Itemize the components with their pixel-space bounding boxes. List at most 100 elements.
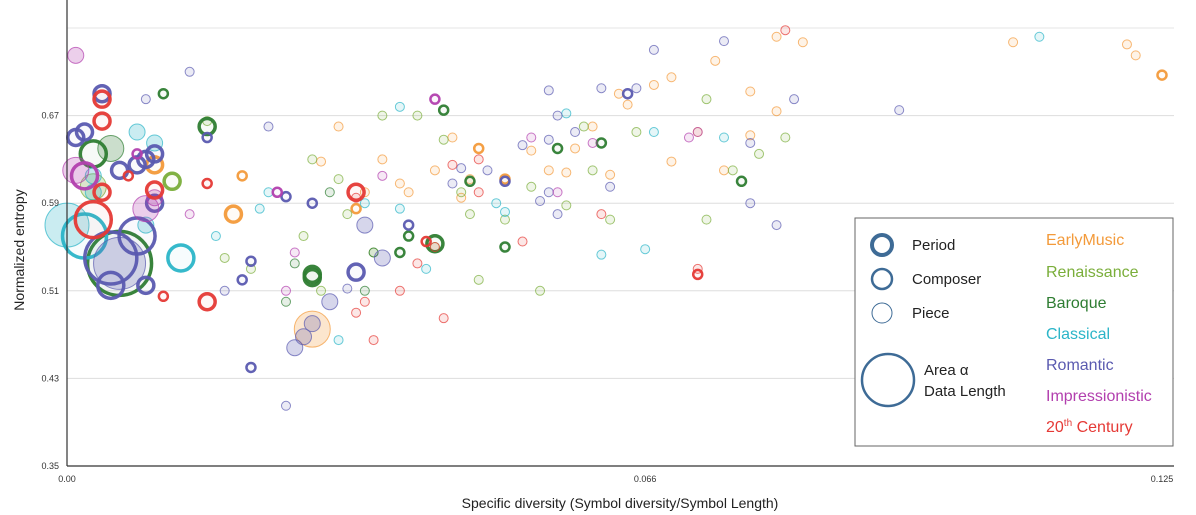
point-renaissance-7 bbox=[412, 110, 423, 121]
point-baroque-0 bbox=[157, 87, 170, 100]
point-baroque-13 bbox=[499, 241, 511, 253]
point-renaissance-14 bbox=[333, 174, 344, 185]
point-classical-23 bbox=[210, 231, 221, 242]
point-earlymusic-20 bbox=[429, 165, 440, 176]
point-20th-century-20 bbox=[517, 236, 528, 247]
point-romantic-6 bbox=[552, 110, 563, 121]
point-earlymusic-25 bbox=[316, 156, 327, 167]
point-renaissance-25 bbox=[162, 171, 182, 192]
point-romantic-18 bbox=[771, 220, 782, 231]
point-earlymusic-5 bbox=[771, 31, 782, 42]
point-romantic-19 bbox=[605, 181, 616, 192]
point-impressionistic-12 bbox=[526, 132, 537, 143]
point-earlymusic-6 bbox=[710, 55, 721, 66]
legend-composer-marker bbox=[870, 267, 894, 291]
y-tick-label: 0.43 bbox=[41, 373, 59, 383]
point-20th-century-16 bbox=[420, 235, 432, 248]
x-tick-label: 0.066 bbox=[634, 474, 657, 484]
point-impressionistic-7 bbox=[271, 186, 283, 198]
point-20th-century-1 bbox=[92, 111, 112, 131]
point-impressionistic-6 bbox=[131, 148, 143, 160]
point-earlymusic-26 bbox=[350, 202, 362, 215]
point-romantic-51 bbox=[117, 216, 157, 256]
point-renaissance-15 bbox=[307, 154, 318, 165]
point-earlymusic-36 bbox=[236, 170, 248, 182]
point-romantic-15 bbox=[745, 137, 756, 148]
point-earlymusic-33 bbox=[587, 121, 598, 132]
y-tick-label: 0.51 bbox=[41, 286, 59, 296]
point-earlymusic-9 bbox=[745, 86, 756, 97]
point-baroque-3 bbox=[97, 134, 125, 162]
point-baroque-15 bbox=[402, 230, 415, 242]
point-earlymusic-3 bbox=[1156, 69, 1168, 81]
point-romantic-8 bbox=[543, 134, 554, 145]
legend-period-marker bbox=[870, 233, 894, 257]
point-classical-12 bbox=[333, 335, 344, 346]
point-20th-century-26 bbox=[447, 159, 458, 170]
point-romantic-17 bbox=[745, 198, 756, 209]
point-20th-century-6 bbox=[157, 290, 170, 303]
point-renaissance-28 bbox=[377, 110, 388, 121]
point-classical-13 bbox=[359, 198, 370, 209]
point-impressionistic-10 bbox=[377, 170, 388, 181]
point-romantic-11 bbox=[499, 175, 511, 188]
point-renaissance-13 bbox=[342, 209, 353, 220]
point-romantic-31 bbox=[281, 400, 291, 411]
point-20th-century-8 bbox=[197, 292, 217, 312]
legend-cat-romantic: Romantic bbox=[1046, 357, 1114, 374]
legend-period-label: Period bbox=[912, 237, 955, 254]
point-baroque-12 bbox=[595, 137, 608, 149]
point-earlymusic-37 bbox=[223, 204, 244, 224]
point-renaissance-19 bbox=[535, 285, 546, 296]
legend-cat-impressionistic: Impressionistic bbox=[1046, 388, 1152, 405]
point-romantic-35 bbox=[219, 285, 230, 296]
point-baroque-6 bbox=[302, 267, 323, 288]
legend-cat-baroque: Baroque bbox=[1046, 295, 1107, 312]
point-romantic-27 bbox=[321, 293, 339, 311]
point-romantic-28 bbox=[303, 315, 321, 333]
point-romantic-36 bbox=[280, 190, 292, 203]
point-baroque-20 bbox=[324, 187, 335, 198]
point-20th-century-2 bbox=[92, 182, 112, 202]
y-axis-title: Normalized entropy bbox=[11, 189, 27, 310]
point-romantic-5 bbox=[543, 85, 554, 96]
point-impressionistic-5 bbox=[184, 209, 195, 220]
point-earlymusic-17 bbox=[543, 165, 554, 176]
point-romantic-32 bbox=[245, 361, 257, 374]
point-renaissance-26 bbox=[245, 263, 256, 274]
point-earlymusic-30 bbox=[447, 132, 458, 143]
point-classical-9 bbox=[421, 263, 432, 274]
legend-cat-classical: Classical bbox=[1046, 326, 1110, 343]
point-20th-century-18 bbox=[438, 313, 449, 324]
point-20th-century-19 bbox=[473, 154, 484, 165]
point-earlymusic-28 bbox=[456, 192, 467, 203]
point-renaissance-5 bbox=[526, 181, 537, 192]
point-romantic-24 bbox=[373, 249, 391, 267]
point-earlymusic-10 bbox=[771, 106, 782, 117]
point-impressionistic-1 bbox=[69, 161, 100, 191]
point-20th-century-14 bbox=[394, 285, 405, 296]
point-renaissance-27 bbox=[219, 252, 230, 263]
point-romantic-2 bbox=[596, 83, 607, 94]
point-romantic-4 bbox=[621, 87, 634, 100]
point-classical-1 bbox=[394, 101, 405, 112]
point-20th-century-23 bbox=[692, 263, 703, 274]
point-20th-century-24 bbox=[780, 25, 791, 36]
point-20th-century-7 bbox=[201, 177, 213, 190]
point-earlymusic-4 bbox=[797, 37, 808, 48]
point-baroque-10 bbox=[437, 104, 450, 116]
point-baroque-7 bbox=[394, 246, 406, 259]
point-impressionistic-0 bbox=[67, 46, 85, 64]
point-classical-5 bbox=[719, 132, 729, 143]
point-baroque-16 bbox=[289, 258, 300, 269]
point-romantic-0 bbox=[719, 36, 729, 47]
point-earlymusic-13 bbox=[719, 165, 729, 176]
point-earlymusic-27 bbox=[403, 187, 414, 198]
legend-piece-marker bbox=[871, 302, 893, 324]
point-20th-century-0 bbox=[92, 89, 112, 109]
data-points bbox=[44, 25, 1168, 411]
legend: Period Composer Piece Area α Data Length… bbox=[854, 217, 1174, 447]
point-romantic-54 bbox=[140, 94, 151, 105]
point-20th-century-10 bbox=[351, 192, 362, 203]
